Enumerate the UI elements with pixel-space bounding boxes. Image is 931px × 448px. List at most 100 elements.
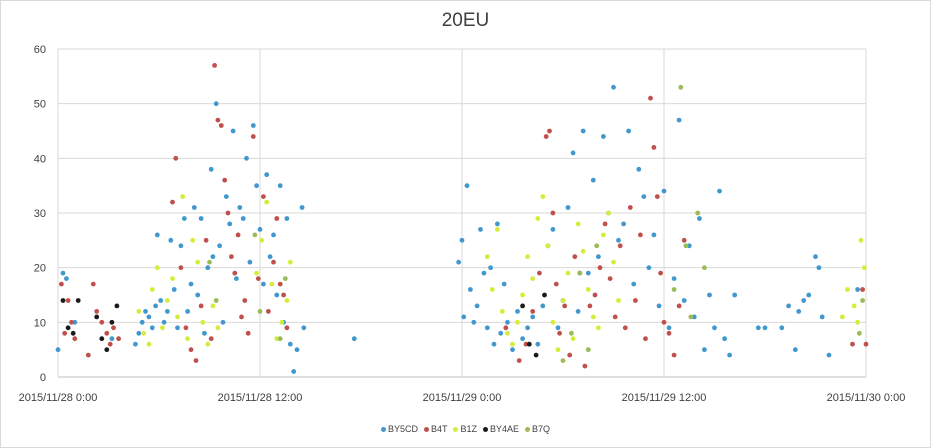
data-point-by5cd: [456, 259, 461, 265]
data-point-by4ae: [65, 325, 71, 331]
data-point-by4ae: [526, 341, 532, 347]
data-point-by5cd: [213, 101, 219, 107]
data-point-by5cd: [691, 314, 697, 320]
data-point-b7q: [678, 84, 684, 90]
data-point-b4t: [111, 325, 116, 331]
data-point-by4ae: [94, 314, 100, 320]
data-point-b7q: [594, 243, 600, 249]
data-point-by5cd: [247, 259, 253, 265]
x-tick-label: 2015/11/29 0:00: [423, 392, 502, 404]
data-point-by5cd: [284, 216, 290, 221]
legend: BY5CD B4T B1Z BY4AE B7Q: [0, 424, 931, 434]
data-point-by5cd: [237, 205, 243, 210]
data-point-by5cd: [525, 325, 530, 331]
data-point-by5cd: [717, 188, 722, 194]
data-point-by5cd: [165, 309, 170, 314]
data-point-b4t: [592, 292, 598, 298]
data-point-b4t: [65, 298, 71, 303]
data-point-b1z: [515, 319, 520, 325]
data-point-b4t: [860, 287, 865, 292]
data-point-by5cd: [188, 281, 194, 287]
data-point-by5cd: [631, 281, 637, 287]
data-point-b4t: [530, 309, 536, 314]
data-point-by5cd: [505, 319, 510, 325]
data-point-b1z: [274, 336, 280, 342]
data-point-b1z: [596, 325, 601, 331]
data-point-by5cd: [139, 319, 145, 325]
data-point-b1z: [154, 265, 160, 271]
data-point-b4t: [198, 303, 204, 309]
data-point-b1z: [545, 243, 551, 249]
data-point-b4t: [212, 63, 218, 68]
data-point-b1z: [505, 330, 510, 336]
data-point-b1z: [616, 298, 621, 303]
data-point-by5cd: [555, 325, 561, 331]
data-point-b1z: [590, 314, 596, 320]
data-point-by5cd: [702, 347, 707, 353]
data-point-by5cd: [227, 221, 233, 227]
data-point-by5cd: [210, 254, 216, 260]
data-point-by5cd: [257, 227, 263, 232]
data-point-b4t: [503, 325, 509, 331]
data-point-b1z: [555, 347, 561, 353]
data-point-b7q: [569, 330, 574, 336]
data-point-by5cd: [60, 270, 66, 276]
y-tick-label: 50: [34, 99, 46, 111]
data-point-b4t: [225, 210, 231, 216]
data-point-by5cd: [149, 325, 155, 331]
data-point-b4t: [671, 352, 677, 358]
data-point-by5cd: [686, 243, 692, 249]
data-point-b7q: [277, 336, 283, 342]
data-point-b1z: [259, 237, 265, 243]
data-point-by5cd: [676, 117, 682, 123]
data-point-b1z: [190, 237, 196, 243]
data-point-b4t: [602, 221, 608, 227]
data-point-by5cd: [178, 243, 184, 249]
data-point-by4ae: [520, 303, 525, 309]
data-point-by5cd: [796, 309, 802, 314]
data-point-by5cd: [565, 205, 571, 210]
data-point-b1z: [560, 298, 566, 303]
data-point-b1z: [195, 259, 201, 265]
data-point-by5cd: [267, 254, 273, 260]
y-tick-label: 40: [34, 153, 46, 165]
data-point-b4t: [232, 270, 238, 276]
data-point-b4t: [654, 194, 660, 200]
legend-item-b4t: B4T: [423, 424, 447, 434]
data-point-b4t: [547, 128, 552, 134]
data-point-by4ae: [99, 336, 105, 342]
data-point-b4t: [170, 199, 175, 205]
data-point-b4t: [612, 314, 618, 320]
legend-item-by5cd: BY5CD: [380, 424, 418, 434]
data-point-b7q: [683, 243, 689, 249]
data-point-b7q: [577, 270, 583, 276]
data-point-by5cd: [161, 319, 167, 325]
data-point-b1z: [861, 265, 867, 271]
data-point-by5cd: [234, 276, 239, 281]
data-point-b7q: [702, 265, 707, 271]
data-point-b1z: [264, 199, 270, 205]
data-point-b7q: [207, 259, 212, 265]
chart-title: 20EU: [441, 10, 490, 31]
data-point-by5cd: [590, 177, 596, 183]
data-point-b4t: [178, 265, 184, 271]
data-point-by5cd: [195, 292, 201, 298]
data-point-by5cd: [722, 336, 727, 342]
data-point-b4t: [173, 155, 179, 161]
data-point-b4t: [274, 216, 280, 221]
data-point-by5cd: [855, 287, 860, 292]
data-point-by4ae: [75, 298, 81, 303]
data-point-b4t: [284, 325, 290, 331]
data-point-by5cd: [55, 347, 61, 353]
data-point-by5cd: [697, 216, 702, 221]
data-point-by5cd: [484, 325, 490, 331]
data-point-b4t: [235, 232, 241, 238]
data-point-by5cd: [611, 84, 616, 90]
data-point-b7q: [695, 210, 701, 216]
data-point-by5cd: [779, 325, 785, 331]
grid: [57, 48, 867, 378]
data-point-by5cd: [277, 183, 283, 189]
data-point-b4t: [633, 298, 638, 303]
data-point-by4ae: [70, 330, 76, 336]
data-point-b7q: [671, 287, 677, 292]
